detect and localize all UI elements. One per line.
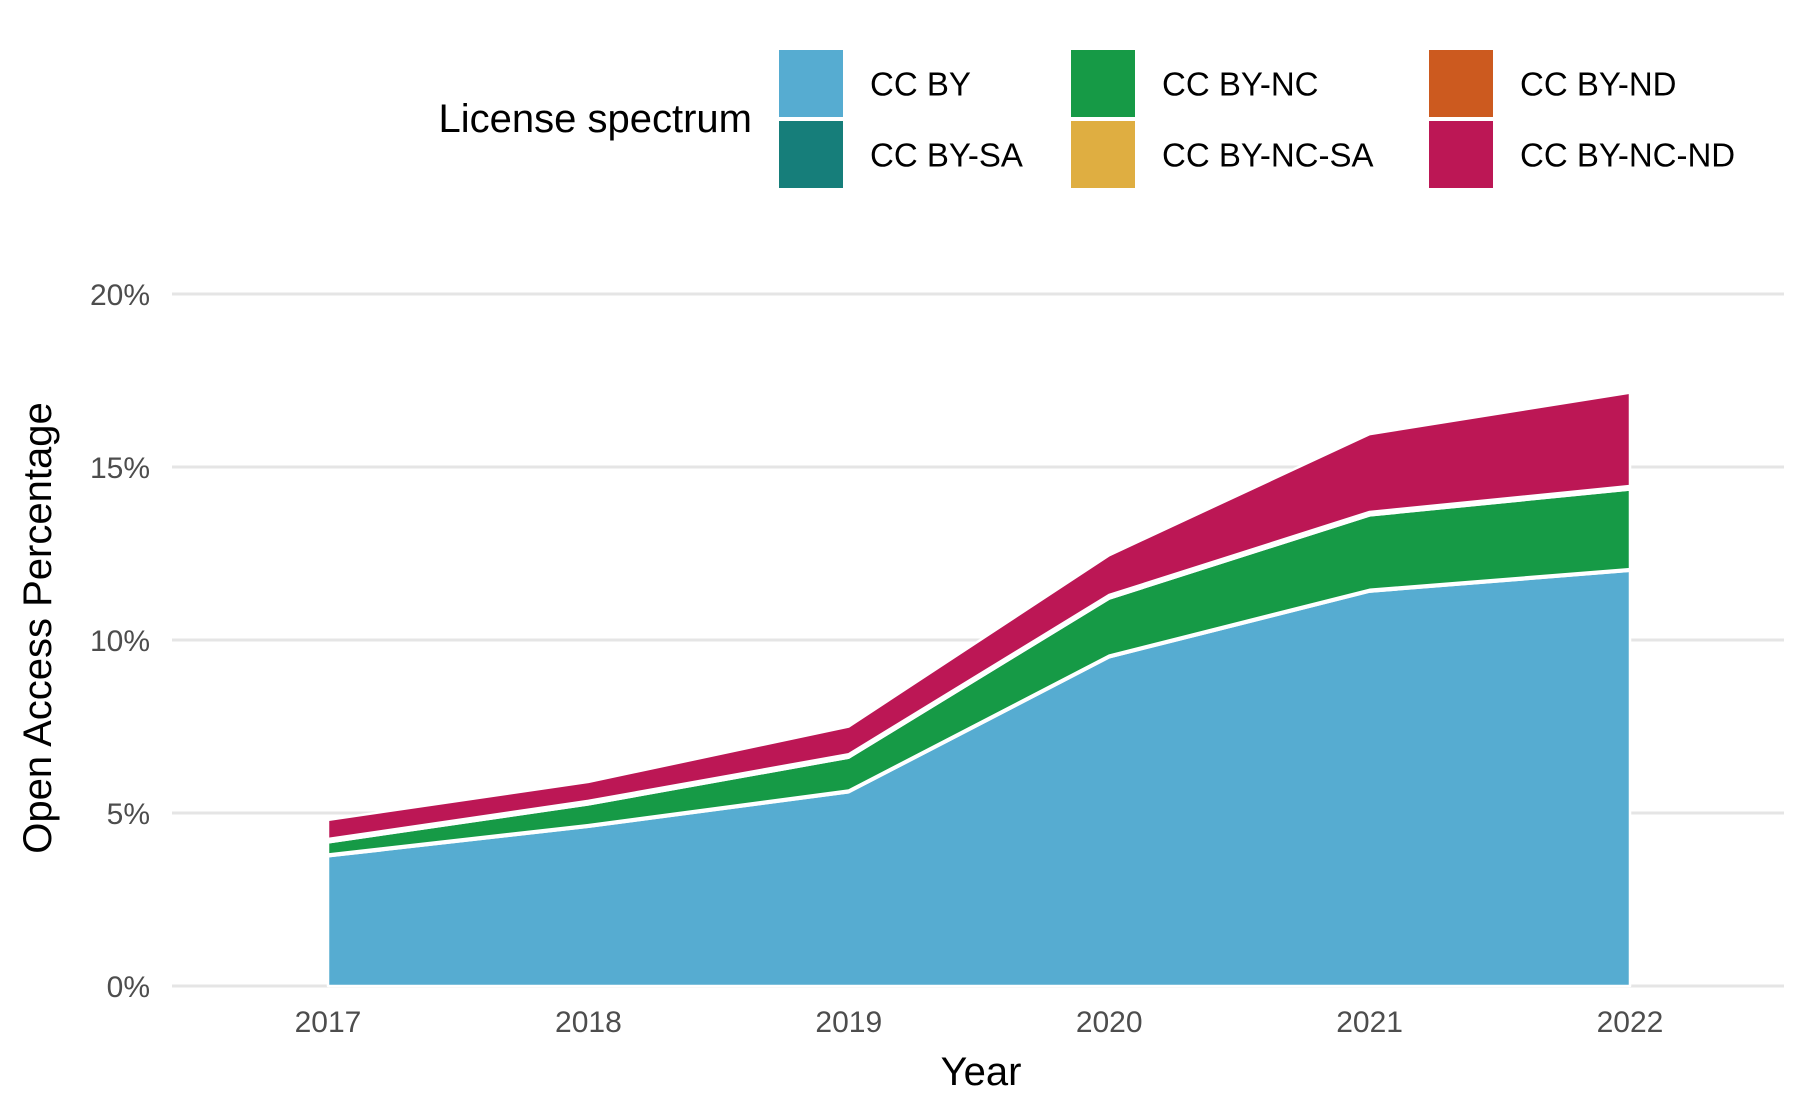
legend: License spectrum CC BY CC BY-NC CC BY-NDCC… <box>439 48 1735 190</box>
legend-item-cc-by-nc-sa: CC BY-NC-SA <box>1069 119 1374 190</box>
legend-item-cc-by-nc-nd: CC BY-NC-ND <box>1427 119 1735 190</box>
legend-swatch <box>1069 119 1137 190</box>
legend-items: CC BY CC BY-NC CC BY-ND CC BY-SA CC BY-NC-SA… <box>777 48 1735 190</box>
y-tick-label: 0% <box>107 971 150 1004</box>
legend-label: CC BY-ND <box>1520 66 1676 103</box>
area-series-cc-by <box>326 569 1632 988</box>
legend-item-cc-by-sa: CC BY-SA <box>777 119 1023 190</box>
y-tick-label: 20% <box>90 279 150 312</box>
legend-label: CC BY-NC-ND <box>1520 137 1735 174</box>
legend-label: CC BY-NC-SA <box>1162 137 1374 174</box>
y-tick-label: 10% <box>90 625 150 658</box>
legend-swatch <box>1069 48 1137 119</box>
x-tick-label: 2020 <box>1076 1006 1143 1039</box>
y-tick-label: 5% <box>107 798 150 831</box>
area-layer <box>326 391 1632 988</box>
area-series-cc-by-nc-nd <box>326 391 1632 841</box>
x-tick-label: 2021 <box>1336 1006 1403 1039</box>
legend-swatch <box>1427 48 1495 119</box>
y-tick-labels: 0% 5% 10% 15% 20% <box>90 279 150 1004</box>
x-tick-labels: 2017 2018 2019 2020 2021 2022 <box>295 1006 1664 1039</box>
legend-label: CC BY-SA <box>870 137 1023 174</box>
legend-swatch <box>1427 119 1495 190</box>
x-axis-title: Year <box>941 1050 1022 1094</box>
legend-swatch <box>777 48 845 119</box>
x-tick-label: 2019 <box>815 1006 882 1039</box>
x-tick-label: 2022 <box>1597 1006 1664 1039</box>
y-tick-label: 15% <box>90 452 150 485</box>
legend-item-cc-by: CC BY <box>777 48 971 119</box>
legend-item-cc-by-nc: CC BY-NC <box>1069 48 1318 119</box>
x-tick-label: 2017 <box>295 1006 362 1039</box>
x-tick-label: 2018 <box>555 1006 622 1039</box>
legend-label: CC BY-NC <box>1162 66 1318 103</box>
legend-swatch <box>777 119 845 190</box>
y-axis-title: Open Access Percentage <box>16 402 60 853</box>
legend-item-cc-by-nd: CC BY-ND <box>1427 48 1676 119</box>
legend-label: CC BY <box>870 66 971 103</box>
legend-title: License spectrum <box>439 97 752 141</box>
